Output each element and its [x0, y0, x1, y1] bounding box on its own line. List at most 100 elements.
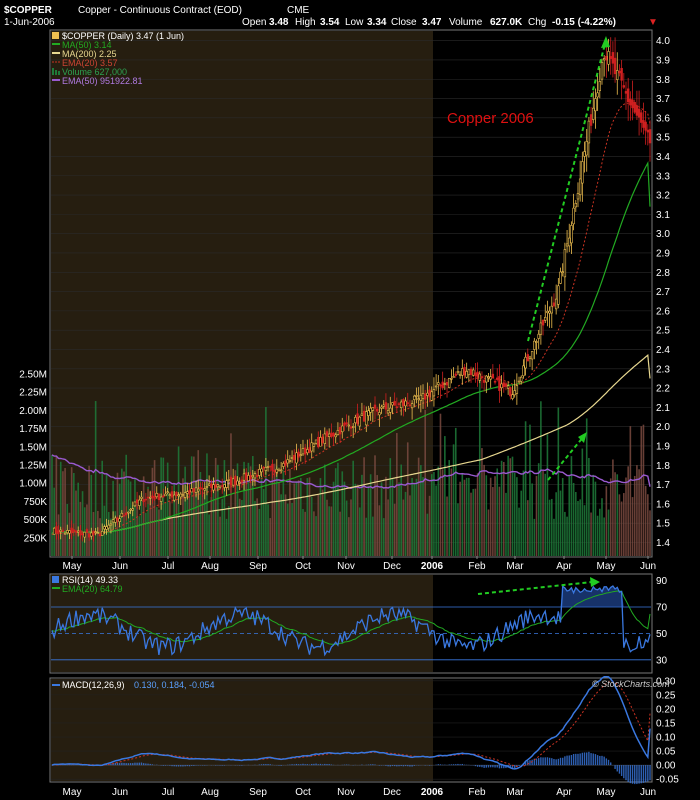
- volume-bar: [511, 456, 514, 556]
- macd-tick-label: -0.05: [656, 775, 679, 786]
- price-candle: [207, 483, 211, 486]
- macd-histogram-bar: [116, 763, 119, 766]
- macd-histogram-bar: [509, 765, 512, 769]
- volume-bar: [448, 460, 451, 556]
- price-candle: [498, 376, 501, 391]
- price-candle: [626, 88, 630, 103]
- volume-bar: [647, 494, 649, 556]
- volume-bar: [426, 513, 429, 556]
- price-candle: [478, 373, 481, 381]
- price-candle: [463, 367, 466, 376]
- price-candle: [327, 433, 331, 437]
- price-candle: [410, 403, 414, 409]
- macd-histogram-bar: [551, 758, 553, 766]
- volume-bar: [188, 494, 191, 556]
- macd-histogram-bar: [265, 764, 267, 766]
- price-candle: [445, 382, 449, 386]
- macd-histogram-bar: [605, 758, 608, 766]
- macd-histogram-bar: [343, 764, 346, 766]
- macd-histogram-bar: [164, 765, 167, 766]
- x-tick-label: Oct: [295, 561, 311, 572]
- x-tick-label: Feb: [468, 787, 486, 798]
- volume-bar: [402, 499, 405, 556]
- volume-bar: [529, 424, 531, 556]
- volume-bar: [361, 474, 363, 556]
- volume-bar: [254, 500, 256, 556]
- price-candle: [238, 482, 241, 484]
- volume-bar: [483, 464, 485, 556]
- price-candle: [563, 249, 567, 278]
- x-tick-label: Jun: [112, 787, 128, 798]
- volume-bar: [334, 468, 337, 556]
- price-candle: [179, 493, 182, 498]
- volume-bar: [332, 481, 335, 556]
- volume-bar: [446, 496, 448, 556]
- price-candle: [247, 475, 250, 481]
- volume-bar: [55, 455, 58, 556]
- x-tick-label: May: [597, 561, 616, 572]
- price-candle: [389, 407, 392, 413]
- price-candle: [467, 369, 471, 376]
- price-candle: [554, 298, 558, 310]
- volume-tick-label: 2.00M: [19, 406, 47, 417]
- price-candle: [517, 380, 521, 383]
- volume-bar: [574, 492, 577, 556]
- volume-bar: [376, 475, 378, 556]
- price-candle: [646, 129, 650, 133]
- price-candle: [391, 402, 394, 406]
- price-candle: [284, 460, 287, 466]
- macd-histogram-bar: [548, 757, 551, 766]
- macd-histogram-bar: [142, 763, 145, 766]
- price-candle: [393, 401, 396, 406]
- price-candles: [52, 37, 652, 543]
- price-tick-label: 3.3: [656, 171, 670, 182]
- price-candle: [561, 271, 564, 273]
- volume-bar: [306, 478, 309, 556]
- volume-bar: [531, 483, 533, 556]
- price-candle: [321, 436, 324, 443]
- price-candle: [417, 398, 420, 400]
- macd-x-axis: May Jun Jul Aug Sep Oct Nov Dec 2006 Feb Mar Apr May…: [63, 787, 657, 798]
- macd-histogram-bar: [186, 765, 189, 767]
- x-tick-label: Sep: [249, 787, 267, 798]
- price-candle: [332, 432, 335, 437]
- price-candle: [138, 499, 141, 506]
- price-candle: [496, 377, 499, 380]
- macd-histogram-bar: [636, 765, 638, 785]
- macd-histogram-bar: [188, 765, 191, 767]
- x-tick-label: Jun: [640, 787, 656, 798]
- price-candle: [188, 490, 191, 495]
- price-candle: [144, 498, 148, 501]
- price-candle: [90, 532, 93, 537]
- price-candle: [456, 371, 460, 374]
- macd-histogram-bar: [374, 764, 376, 766]
- price-candle: [574, 202, 577, 208]
- volume-bar: [101, 460, 103, 556]
- volume-bar: [550, 498, 553, 556]
- volume-bar: [153, 460, 156, 556]
- volume-bar: [145, 512, 147, 556]
- price-candle: [351, 426, 355, 428]
- volume-bar: [437, 466, 440, 556]
- macd-line: [51, 675, 651, 770]
- macd-histogram-bar: [193, 765, 195, 766]
- volume-bar: [310, 496, 313, 556]
- volume-bar: [468, 477, 470, 556]
- macd-histogram-bar: [260, 764, 263, 766]
- volume-bar: [542, 470, 544, 556]
- macd-histogram-bar: [280, 765, 282, 766]
- price-candle: [413, 395, 416, 400]
- price-candle: [513, 390, 516, 396]
- volume-bar: [232, 508, 234, 556]
- x-tick-label: Mar: [506, 787, 524, 798]
- price-candle: [258, 469, 261, 476]
- low-label: Low: [345, 17, 364, 28]
- volume-tick-label: 1.00M: [19, 479, 47, 490]
- macd-histogram: [53, 751, 651, 785]
- macd-axis: -0.05 0.00 0.05 0.10 0.15 0.20 0.25 0.30: [656, 676, 679, 785]
- x-tick-label: Mar: [506, 561, 524, 572]
- volume-bar: [131, 504, 134, 556]
- price-tick-label: 3.6: [656, 113, 670, 124]
- macd-histogram-bar: [180, 765, 182, 767]
- price-candle: [354, 417, 357, 424]
